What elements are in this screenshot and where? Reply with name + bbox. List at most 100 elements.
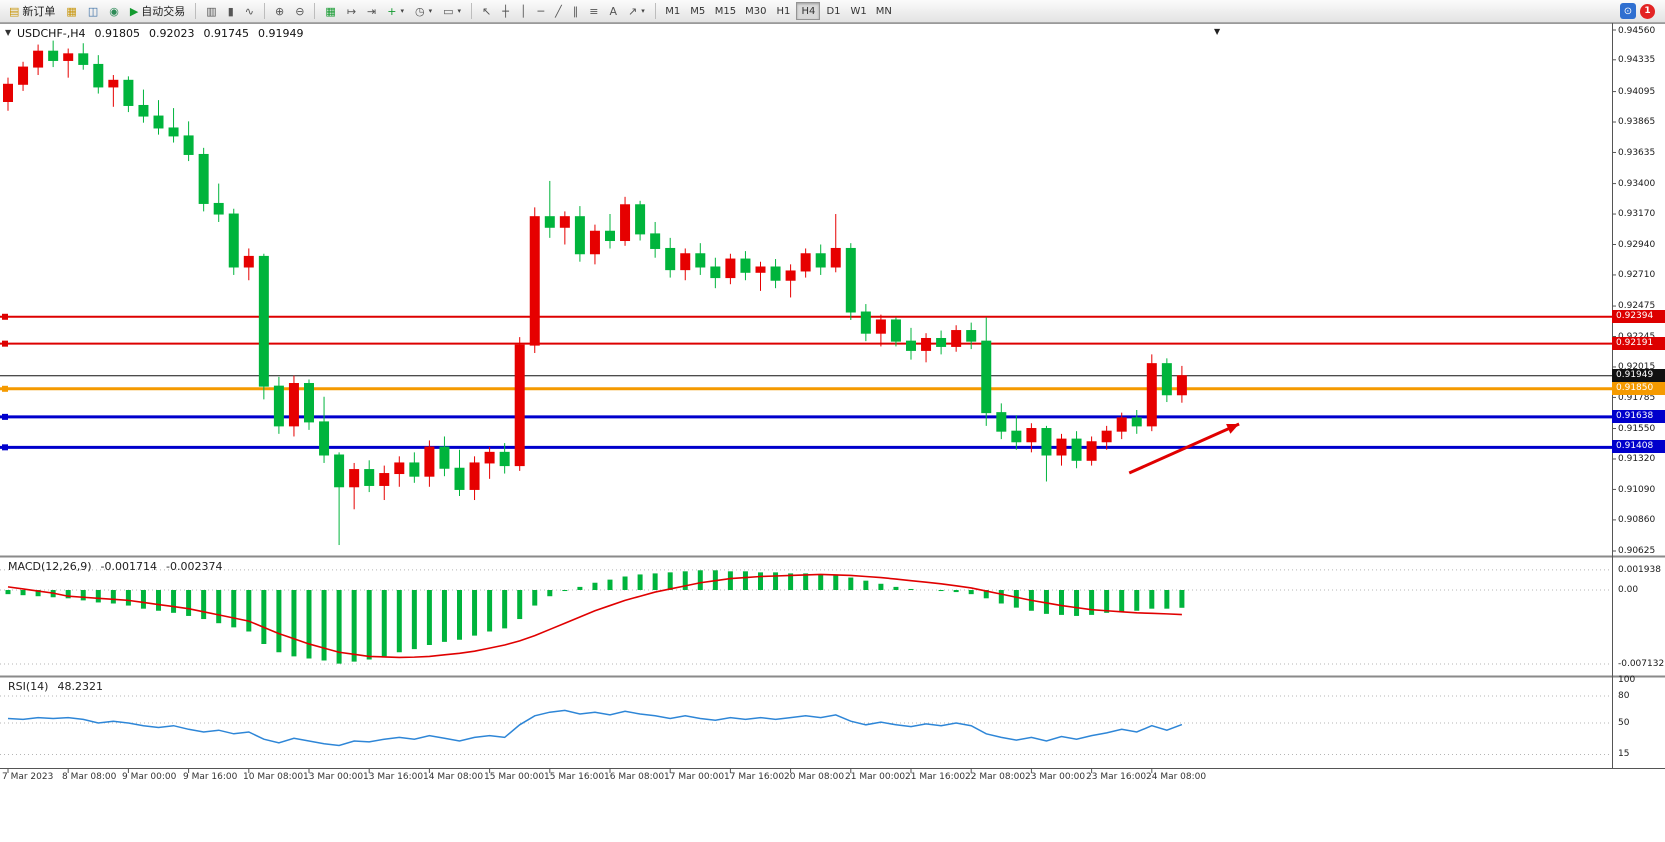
toolbar-separator [195,3,197,19]
periods-button[interactable]: ◷ ▾ [410,2,437,21]
toolbar: ▤ 新订单 ▦ ◫ ◉ ▶ 自动交易 ▥ ▮ ∿ ⊕ ⊖ ▦ ↦ ⇥ + ▾ ◷ ▾… [0,0,1665,23]
time-label: 7 Mar 2023 [2,772,54,782]
horizontal-line-button[interactable]: ─ [533,2,550,21]
timeframe-d1-button[interactable]: D1 [821,2,845,20]
crosshair-icon: ┼ [502,4,509,18]
arrows-tool-button[interactable]: ↗ ▾ [623,2,650,21]
line-chart-button[interactable]: ∿ [240,2,259,21]
time-label: 15 Mar 00:00 [484,772,545,782]
price-tick: 0.94335 [1618,55,1656,65]
text-tool-button[interactable]: A [604,2,622,21]
timeframe-m5-button[interactable]: M5 [686,2,710,20]
timeframe-m30-button[interactable]: M30 [741,2,770,20]
time-label: 9 Mar 16:00 [183,772,238,782]
time-label: 14 Mar 08:00 [423,772,484,782]
autotrading-button[interactable]: ▶ 自动交易 [125,2,190,21]
time-label: 17 Mar 00:00 [664,772,725,782]
autotrading-play-icon: ▶ [129,4,139,18]
market-watch-button[interactable]: ▦ [61,2,81,21]
price-tick: 0.93400 [1618,179,1656,189]
time-label: 23 Mar 00:00 [1025,772,1086,782]
price-tick: 0.92015 [1618,362,1656,372]
macd-main-value: -0.001714 [100,560,158,573]
price-tick: 0.93865 [1618,117,1656,127]
chevron-down-icon: ▾ [400,7,404,15]
templates-button[interactable]: ▭ ▾ [438,2,466,21]
navigator-button[interactable]: ◉ [104,2,124,21]
macd-signal-value: -0.002374 [166,560,223,573]
crosshair-button[interactable]: ┼ [497,2,514,21]
high-value: 0.92023 [149,27,195,40]
price-tick: 0.92710 [1618,270,1656,280]
chart-shift-button[interactable]: ⇥ [362,2,381,21]
time-label: 16 Mar 08:00 [604,772,665,782]
toolbar-separator [471,3,473,19]
new-order-button[interactable]: ▤ 新订单 [4,2,60,21]
toolbar-separator [314,3,316,19]
chevron-down-icon: ▾ [457,7,462,15]
horizontal-line-icon: ─ [537,4,545,18]
rsi-value: 48.2321 [57,680,103,693]
timeframe-w1-button[interactable]: W1 [846,2,870,20]
rsi-tick: 50 [1618,718,1630,728]
low-value: 0.91745 [203,27,250,40]
candlestick-chart-button[interactable]: ▮ [223,2,239,21]
vertical-line-icon: │ [519,4,527,18]
bar-chart-icon: ▥ [206,4,217,18]
price-tick: 0.90860 [1618,515,1656,525]
timeframe-m15-button[interactable]: M15 [711,2,740,20]
auto-scroll-button[interactable]: ↦ [342,2,361,21]
community-search-icon[interactable]: ⊙ [1620,3,1636,19]
fibonacci-button[interactable]: ≡ [584,2,603,21]
trendline-button[interactable]: ╱ [550,2,567,21]
price-tick: 0.93635 [1618,148,1656,158]
timeframe-m1-button[interactable]: M1 [661,2,685,20]
horizontal-level-lines[interactable] [0,313,1612,451]
data-window-button[interactable]: ◫ [83,2,103,21]
line-chart-icon: ∿ [244,4,254,18]
macd-header: MACD(12,26,9) -0.001714 -0.002374 [8,560,222,573]
time-label: 22 Mar 08:00 [965,772,1026,782]
new-order-icon: ▤ [9,4,20,18]
price-tick: 0.90625 [1618,546,1656,556]
symbol-period-label: USDCHF-,H4 [17,27,86,40]
zoom-out-button[interactable]: ⊖ [290,2,309,21]
market-watch-icon: ▦ [66,4,77,18]
tile-windows-button[interactable]: ▦ [320,2,340,21]
trend-arrow[interactable] [1128,422,1240,475]
template-icon: ▭ [443,4,454,18]
new-order-label: 新订单 [22,5,56,18]
chevron-down-icon: ▾ [428,7,433,15]
indicators-button[interactable]: + ▾ [382,2,409,21]
level-price-label: 0.92191 [1612,337,1665,350]
price-tick: 0.91320 [1618,454,1656,464]
time-label: 21 Mar 16:00 [905,772,966,782]
macd-panel[interactable] [0,569,1612,665]
timeframe-mn-button[interactable]: MN [872,2,896,20]
toolbar-right-group: ⊙ 1 [1620,3,1661,19]
rsi-panel[interactable] [0,695,1612,755]
cursor-button[interactable]: ↖ [477,2,496,21]
notification-badge[interactable]: 1 [1640,3,1655,19]
indicators-add-icon: + [387,4,397,18]
channel-button[interactable]: ∥ [568,2,584,21]
price-tick: 0.91785 [1618,393,1656,403]
clock-icon: ◷ [415,4,425,18]
level-price-label: 0.91850 [1612,382,1665,395]
macd-label: MACD(12,26,9) [8,560,92,573]
zoom-in-button[interactable]: ⊕ [270,2,289,21]
vertical-line-button[interactable]: │ [515,2,532,21]
autotrading-label: 自动交易 [141,5,186,18]
bar-chart-button[interactable]: ▥ [201,2,221,21]
level-price-label: 0.92394 [1612,310,1665,323]
cursor-icon: ↖ [482,4,492,18]
open-value: 0.91805 [94,27,141,40]
timeframe-h1-button[interactable]: H1 [771,2,795,20]
chevron-down-icon: ▾ [641,7,645,15]
timeframe-h4-button[interactable]: H4 [796,2,821,20]
one-click-trading-arrow[interactable]: ▼ [5,28,12,37]
arrow-tool-icon: ↗ [628,4,638,18]
candlestick-series [3,40,1187,546]
chart-dropdown-arrow[interactable]: ▼ [1214,27,1221,36]
